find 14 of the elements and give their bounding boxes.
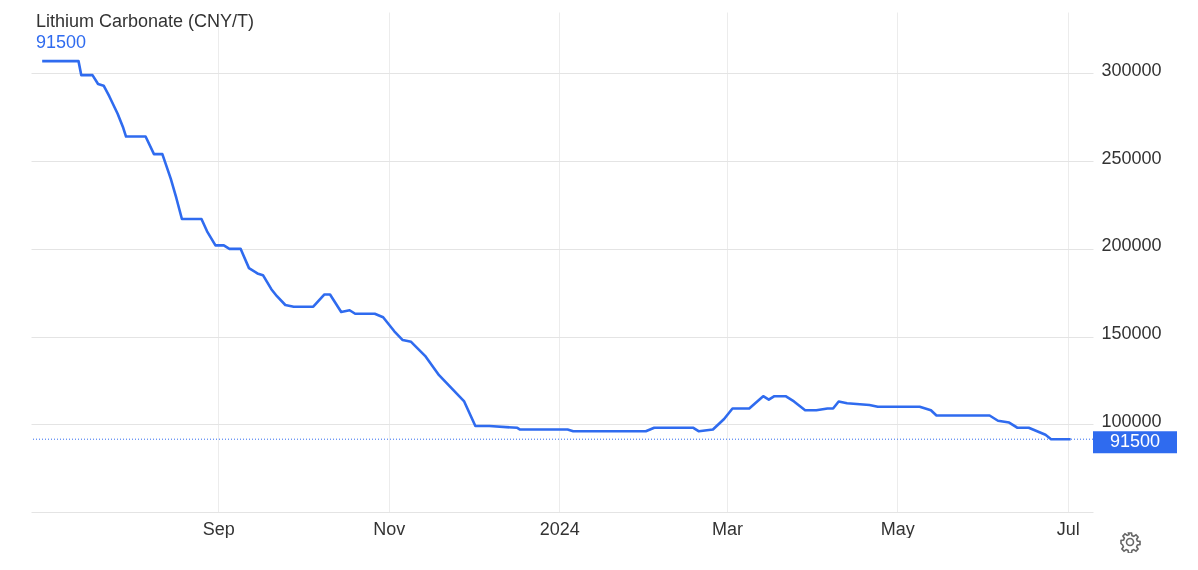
x-tick-label: 2024: [539, 518, 580, 539]
y-tick-label: 300000: [1101, 59, 1162, 80]
x-tick-label: Jul: [1056, 518, 1080, 539]
y-tick-label: 200000: [1101, 235, 1162, 256]
y-tick-label: 150000: [1101, 323, 1162, 344]
y-tick-label: 250000: [1101, 147, 1162, 168]
x-tick-label: May: [880, 518, 915, 539]
y-tick-label: 100000: [1101, 410, 1162, 431]
ref-line-label: 91500: [1109, 431, 1161, 452]
x-tick-label: Sep: [202, 518, 235, 539]
text: 91500: [36, 32, 87, 52]
chart-title: Lithium Carbonate (CNY/T): [36, 11, 255, 31]
x-tick-label: Nov: [373, 518, 406, 539]
x-tick-label: Mar: [711, 518, 743, 539]
